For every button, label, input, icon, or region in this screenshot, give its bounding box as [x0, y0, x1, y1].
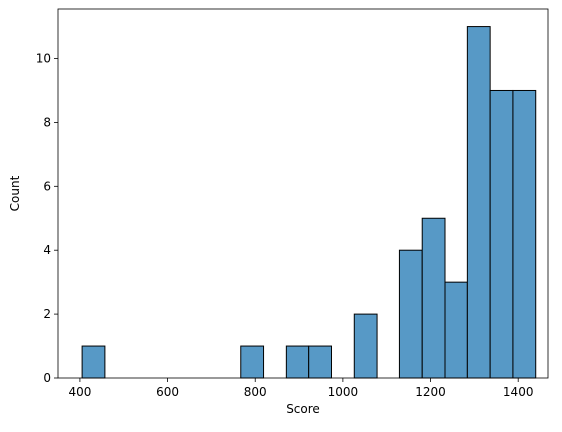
plot-frame	[57, 8, 549, 379]
histogram-bar	[466, 26, 491, 379]
y-tick-label: 6	[43, 179, 51, 193]
histogram-bar	[81, 345, 106, 379]
x-tick-label: 800	[244, 385, 267, 399]
histogram-bar	[398, 249, 423, 379]
histogram-bar	[308, 345, 332, 379]
x-tick-label: 1200	[415, 385, 446, 399]
y-tick-label: 8	[43, 115, 51, 129]
x-axis-label: Score	[286, 402, 320, 416]
histogram-bar	[489, 89, 514, 379]
x-tick-label: 1400	[503, 385, 534, 399]
histogram-bar	[444, 281, 468, 379]
histogram-bar	[240, 345, 265, 379]
y-axis-label: Count	[8, 175, 22, 211]
histogram-bar	[421, 217, 446, 379]
histogram-bar	[285, 345, 310, 379]
histogram-bar	[353, 313, 378, 379]
y-tick-label: 4	[43, 243, 51, 257]
y-tick-label: 2	[43, 307, 51, 321]
histogram-bar	[512, 89, 537, 379]
y-tick-label: 0	[43, 371, 51, 385]
y-tick-label: 10	[36, 52, 51, 66]
x-tick-label: 600	[156, 385, 179, 399]
ticks-layer: 400 600 800 1000 1200 1400 0 2 4 6 8 10	[36, 52, 534, 399]
bars-layer	[81, 26, 537, 379]
x-tick-label: 400	[68, 385, 91, 399]
x-tick-label: 1000	[328, 385, 359, 399]
